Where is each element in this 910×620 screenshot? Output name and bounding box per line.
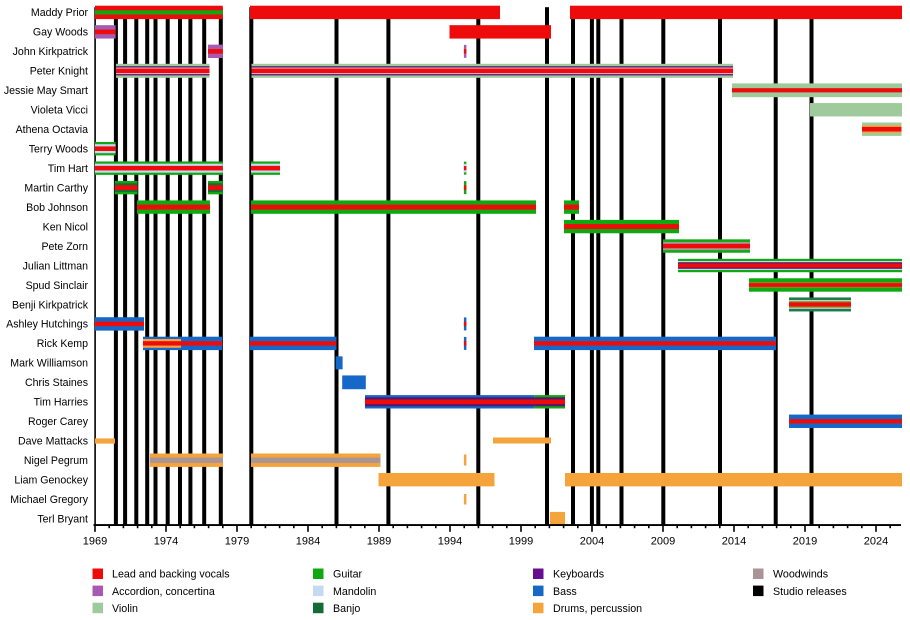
svg-text:Chris Staines: Chris Staines (25, 377, 88, 389)
svg-text:Peter Knight: Peter Knight (30, 66, 88, 78)
svg-text:Guitar: Guitar (333, 569, 363, 581)
svg-text:Jessie May Smart: Jessie May Smart (4, 85, 88, 97)
svg-text:Martin Carthy: Martin Carthy (24, 182, 88, 194)
svg-text:Bob Johnson: Bob Johnson (26, 202, 88, 214)
svg-text:1999: 1999 (509, 536, 533, 548)
svg-text:Keyboards: Keyboards (553, 569, 604, 581)
svg-text:Gay Woods: Gay Woods (33, 27, 88, 39)
svg-text:2019: 2019 (793, 536, 817, 548)
svg-text:Liam Genockey: Liam Genockey (14, 474, 88, 486)
svg-text:Bass: Bass (553, 586, 577, 598)
svg-text:Accordion, concertina: Accordion, concertina (112, 586, 215, 598)
svg-text:Roger Carey: Roger Carey (28, 416, 89, 428)
svg-text:Terl Bryant: Terl Bryant (37, 513, 88, 525)
svg-text:Mark Williamson: Mark Williamson (10, 358, 88, 370)
svg-text:Nigel Pegrum: Nigel Pegrum (24, 455, 88, 467)
svg-text:Terry Woods: Terry Woods (29, 143, 88, 155)
svg-text:Ashley Hutchings: Ashley Hutchings (6, 319, 88, 331)
svg-text:1974: 1974 (154, 536, 178, 548)
svg-text:1984: 1984 (296, 536, 320, 548)
svg-text:1969: 1969 (83, 536, 107, 548)
svg-text:Violeta Vicci: Violeta Vicci (31, 105, 88, 117)
svg-text:Julian Littman: Julian Littman (23, 260, 88, 272)
svg-text:Rick Kemp: Rick Kemp (37, 338, 88, 350)
svg-text:Drums, percussion: Drums, percussion (553, 603, 642, 615)
svg-text:1994: 1994 (438, 536, 462, 548)
svg-text:Spud Sinclair: Spud Sinclair (26, 280, 89, 292)
svg-text:Dave Mattacks: Dave Mattacks (18, 436, 88, 448)
svg-text:Banjo: Banjo (333, 603, 360, 615)
svg-text:Woodwinds: Woodwinds (773, 569, 828, 581)
svg-text:Mandolin: Mandolin (333, 586, 376, 598)
svg-text:Maddy Prior: Maddy Prior (31, 7, 89, 19)
svg-text:Michael Gregory: Michael Gregory (10, 494, 88, 506)
svg-text:Studio releases: Studio releases (773, 586, 847, 598)
svg-text:Pete Zorn: Pete Zorn (41, 241, 88, 253)
svg-text:Ken Nicol: Ken Nicol (43, 221, 88, 233)
svg-text:2009: 2009 (651, 536, 675, 548)
svg-text:Athena Octavia: Athena Octavia (16, 124, 89, 136)
svg-text:Tim Hart: Tim Hart (48, 163, 88, 175)
svg-text:2024: 2024 (864, 536, 888, 548)
svg-text:2004: 2004 (580, 536, 604, 548)
svg-text:Tim Harries: Tim Harries (34, 397, 88, 409)
svg-text:1979: 1979 (225, 536, 249, 548)
svg-text:Violin: Violin (112, 603, 138, 615)
svg-text:2014: 2014 (722, 536, 746, 548)
svg-text:Benji Kirkpatrick: Benji Kirkpatrick (12, 299, 89, 311)
svg-text:Lead and backing vocals: Lead and backing vocals (112, 569, 230, 581)
svg-text:1989: 1989 (367, 536, 391, 548)
svg-text:John Kirkpatrick: John Kirkpatrick (13, 46, 89, 58)
